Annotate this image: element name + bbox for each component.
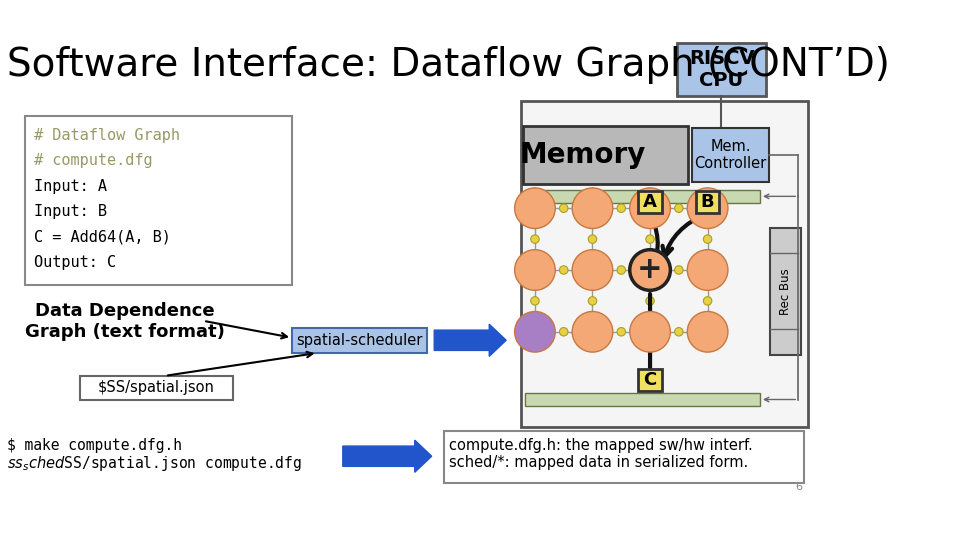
Text: Input: B: Input: B — [34, 204, 107, 219]
Circle shape — [704, 235, 712, 244]
Bar — [444, 431, 804, 483]
Text: 6: 6 — [796, 482, 803, 492]
Circle shape — [560, 328, 568, 336]
Bar — [696, 191, 719, 213]
Text: # compute.dfg: # compute.dfg — [34, 153, 153, 168]
Circle shape — [560, 266, 568, 274]
Text: Data Dependence
Graph (text format): Data Dependence Graph (text format) — [25, 302, 226, 341]
Bar — [523, 126, 688, 184]
Circle shape — [630, 249, 670, 291]
Circle shape — [687, 312, 728, 352]
Bar — [520, 101, 808, 427]
Circle shape — [675, 204, 684, 212]
Bar — [638, 191, 661, 213]
Circle shape — [617, 204, 626, 212]
Bar — [292, 328, 427, 353]
Circle shape — [588, 235, 597, 244]
Circle shape — [704, 296, 712, 305]
Bar — [770, 228, 801, 355]
Text: RISCV
CPU: RISCV CPU — [688, 49, 755, 90]
Text: # Dataflow Graph: # Dataflow Graph — [34, 128, 180, 143]
Circle shape — [646, 235, 655, 244]
Bar — [692, 128, 769, 182]
Bar — [638, 369, 661, 391]
Bar — [525, 190, 760, 203]
Bar — [677, 43, 766, 96]
Text: Memory: Memory — [519, 141, 645, 169]
Text: B: B — [701, 193, 714, 211]
Circle shape — [617, 266, 626, 274]
Text: A: A — [643, 193, 657, 211]
Circle shape — [572, 249, 612, 291]
Text: Mem.
Controller: Mem. Controller — [694, 139, 767, 171]
Text: Output: C: Output: C — [34, 255, 116, 270]
Circle shape — [572, 312, 612, 352]
Text: Software Interface: Dataflow Graph (CONT’D): Software Interface: Dataflow Graph (CONT… — [7, 46, 890, 84]
Text: C = Add64(A, B): C = Add64(A, B) — [34, 230, 171, 245]
Circle shape — [630, 312, 670, 352]
Circle shape — [675, 266, 684, 274]
Circle shape — [515, 249, 555, 291]
Text: compute.dfg.h: the mapped sw/hw interf.: compute.dfg.h: the mapped sw/hw interf. — [449, 437, 754, 453]
Bar — [25, 116, 292, 285]
Circle shape — [515, 312, 555, 352]
Circle shape — [675, 328, 684, 336]
Text: sched/*: mapped data in serialized form.: sched/*: mapped data in serialized form. — [449, 455, 749, 469]
Circle shape — [687, 249, 728, 291]
Text: $SS/spatial.json: $SS/spatial.json — [98, 380, 215, 395]
Text: $ make compute.dfg.h: $ make compute.dfg.h — [7, 437, 181, 453]
Text: +: + — [637, 255, 662, 285]
Text: spatial-scheduler: spatial-scheduler — [297, 333, 423, 348]
FancyArrow shape — [434, 324, 506, 356]
Circle shape — [572, 188, 612, 228]
Circle shape — [617, 328, 626, 336]
Circle shape — [588, 296, 597, 305]
FancyArrow shape — [343, 440, 432, 472]
Circle shape — [531, 235, 540, 244]
Circle shape — [531, 296, 540, 305]
Text: Input: A: Input: A — [34, 179, 107, 193]
Text: $ ss_sched $SS/spatial.json compute.dfg: $ ss_sched $SS/spatial.json compute.dfg — [7, 454, 301, 472]
Circle shape — [560, 204, 568, 212]
Bar — [81, 376, 232, 400]
Bar — [525, 393, 760, 406]
Circle shape — [515, 188, 555, 228]
Circle shape — [630, 188, 670, 228]
Text: Rec Bus: Rec Bus — [779, 268, 792, 314]
Circle shape — [646, 296, 655, 305]
Circle shape — [687, 188, 728, 228]
Text: C: C — [643, 371, 657, 389]
